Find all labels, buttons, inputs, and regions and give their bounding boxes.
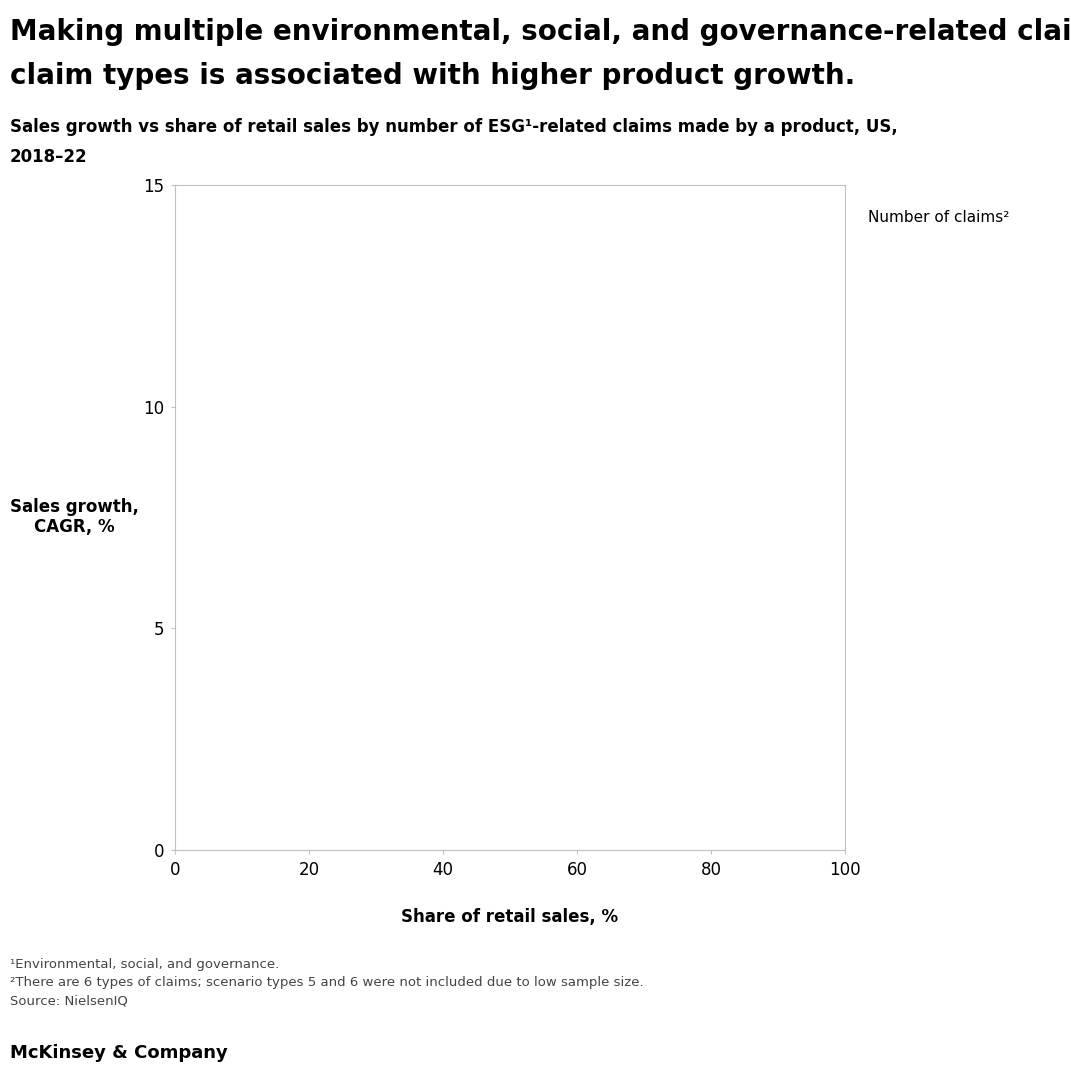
Text: Sales growth,
CAGR, %: Sales growth, CAGR, % bbox=[10, 498, 139, 537]
Text: claim types is associated with higher product growth.: claim types is associated with higher pr… bbox=[10, 62, 856, 90]
Text: Source: NielsenIQ: Source: NielsenIQ bbox=[10, 994, 127, 1007]
Text: ¹Environmental, social, and governance.: ¹Environmental, social, and governance. bbox=[10, 958, 280, 971]
Text: ²There are 6 types of claims; scenario types 5 and 6 were not included due to lo: ²There are 6 types of claims; scenario t… bbox=[10, 976, 644, 989]
Text: Number of claims²: Number of claims² bbox=[868, 210, 1009, 225]
Text: Sales growth vs share of retail sales by number of ESG¹-related claims made by a: Sales growth vs share of retail sales by… bbox=[10, 118, 897, 136]
Text: Making multiple environmental, social, and governance-related claims across: Making multiple environmental, social, a… bbox=[10, 18, 1071, 46]
Text: McKinsey & Company: McKinsey & Company bbox=[10, 1044, 228, 1062]
Text: Share of retail sales, %: Share of retail sales, % bbox=[402, 908, 619, 926]
Text: 2018–22: 2018–22 bbox=[10, 148, 88, 166]
